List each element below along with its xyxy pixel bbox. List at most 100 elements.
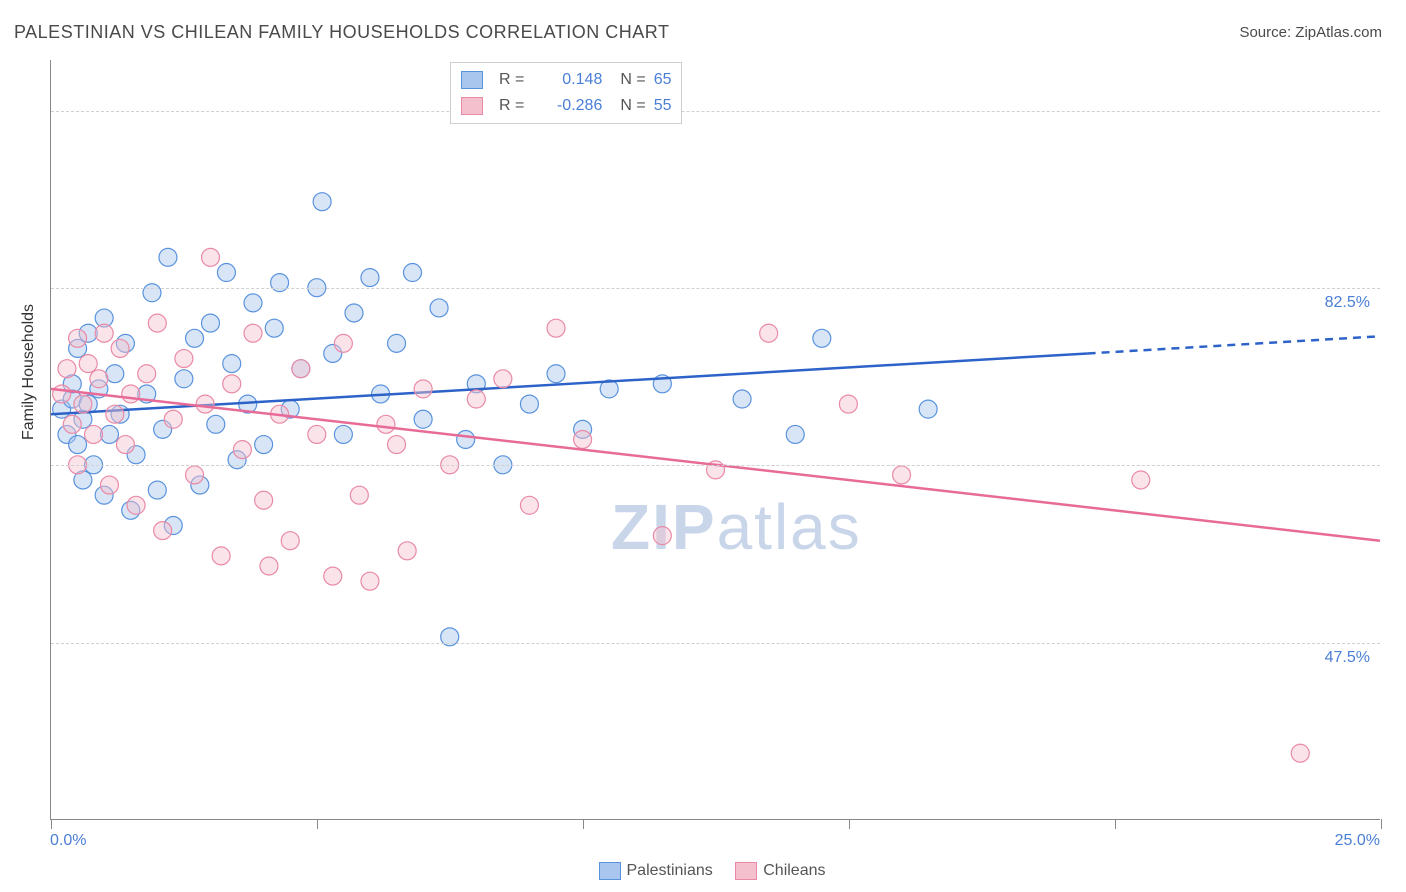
scatter-point (398, 542, 416, 560)
scatter-point (1291, 744, 1309, 762)
r-value-2: -0.286 (532, 97, 602, 115)
scatter-point (345, 304, 363, 322)
swatch-bottom-2 (735, 862, 757, 880)
legend-label-1: Palestinians (627, 862, 713, 879)
scatter-point (893, 466, 911, 484)
scatter-point (547, 365, 565, 383)
scatter-point (388, 436, 406, 454)
scatter-point (201, 314, 219, 332)
scatter-point (159, 248, 177, 266)
scatter-point (403, 264, 421, 282)
scatter-point (111, 339, 129, 357)
scatter-point (839, 395, 857, 413)
correlation-legend: R = 0.148 N = 65 R = -0.286 N = 55 (450, 62, 682, 124)
trend-line-extrapolated (1088, 336, 1380, 353)
scatter-point (143, 284, 161, 302)
scatter-point (69, 329, 87, 347)
scatter-point (74, 395, 92, 413)
scatter-point (244, 294, 262, 312)
scatter-point (494, 370, 512, 388)
scatter-point (292, 360, 310, 378)
scatter-point (53, 385, 71, 403)
scatter-point (430, 299, 448, 317)
r-label: R = (499, 71, 524, 89)
x-tick (849, 819, 850, 829)
scatter-point (138, 365, 156, 383)
scatter-point (919, 400, 937, 418)
scatter-point (164, 410, 182, 428)
scatter-point (148, 314, 166, 332)
x-tick (51, 819, 52, 829)
scatter-point (265, 319, 283, 337)
chart-svg (51, 60, 1380, 819)
scatter-point (388, 334, 406, 352)
x-tick (1115, 819, 1116, 829)
chart-title: PALESTINIAN VS CHILEAN FAMILY HOUSEHOLDS… (14, 22, 669, 43)
scatter-point (207, 415, 225, 433)
legend-row-2: R = -0.286 N = 55 (461, 93, 671, 119)
y-axis-label: Family Households (20, 304, 38, 440)
scatter-point (106, 365, 124, 383)
scatter-point (85, 425, 103, 443)
scatter-point (63, 415, 81, 433)
scatter-point (414, 380, 432, 398)
scatter-point (255, 491, 273, 509)
scatter-point (217, 264, 235, 282)
x-tick-label-max: 25.0% (1335, 832, 1380, 850)
scatter-point (116, 436, 134, 454)
r-value-1: 0.148 (532, 71, 602, 89)
scatter-point (547, 319, 565, 337)
legend-row-1: R = 0.148 N = 65 (461, 67, 671, 93)
scatter-point (350, 486, 368, 504)
swatch-bottom-1 (599, 862, 621, 880)
x-tick (1381, 819, 1382, 829)
scatter-point (313, 193, 331, 211)
scatter-point (760, 324, 778, 342)
scatter-point (361, 572, 379, 590)
r-label: R = (499, 97, 524, 115)
x-tick (317, 819, 318, 829)
scatter-point (223, 355, 241, 373)
scatter-point (324, 567, 342, 585)
gridline (51, 288, 1380, 289)
scatter-point (233, 441, 251, 459)
scatter-point (58, 360, 76, 378)
scatter-point (148, 481, 166, 499)
scatter-point (186, 329, 204, 347)
scatter-point (122, 385, 140, 403)
n-value-2: 55 (654, 97, 672, 115)
scatter-point (79, 355, 97, 373)
scatter-point (106, 405, 124, 423)
scatter-point (260, 557, 278, 575)
gridline (51, 111, 1380, 112)
scatter-point (653, 527, 671, 545)
legend-label-2: Chileans (763, 862, 825, 879)
scatter-point (154, 522, 172, 540)
scatter-point (175, 350, 193, 368)
scatter-point (520, 496, 538, 514)
scatter-point (414, 410, 432, 428)
scatter-point (212, 547, 230, 565)
gridline (51, 465, 1380, 466)
n-label: N = (620, 71, 645, 89)
scatter-point (334, 334, 352, 352)
scatter-point (733, 390, 751, 408)
scatter-point (100, 425, 118, 443)
scatter-point (457, 431, 475, 449)
scatter-point (308, 425, 326, 443)
series-legend: Palestinians Chileans (0, 862, 1406, 880)
n-value-1: 65 (654, 71, 672, 89)
scatter-point (281, 532, 299, 550)
swatch-series-1 (461, 71, 483, 89)
scatter-point (196, 395, 214, 413)
scatter-point (127, 496, 145, 514)
y-tick-label: 47.5% (1325, 649, 1370, 667)
x-tick (583, 819, 584, 829)
scatter-point (334, 425, 352, 443)
scatter-point (574, 431, 592, 449)
scatter-point (69, 436, 87, 454)
scatter-point (255, 436, 273, 454)
scatter-point (786, 425, 804, 443)
n-label: N = (620, 97, 645, 115)
plot-area: ZIPatlas 47.5%82.5% (50, 60, 1380, 820)
